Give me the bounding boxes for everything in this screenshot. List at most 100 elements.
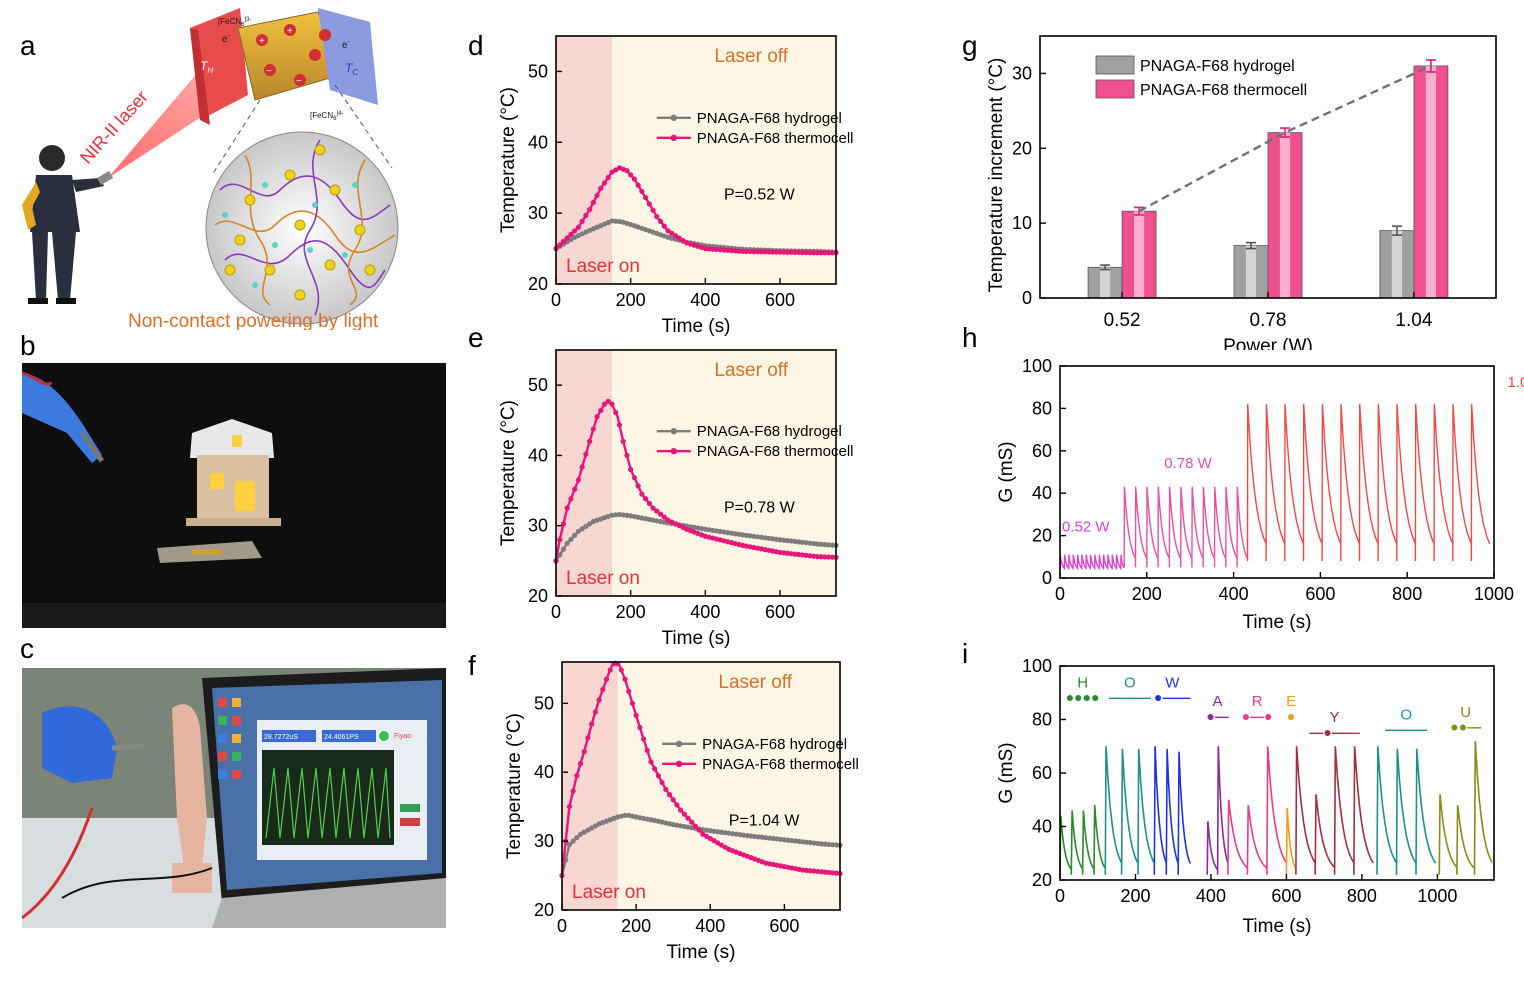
data-point <box>822 541 828 548</box>
data-point <box>721 247 727 253</box>
y-tick-label: 20 <box>528 586 548 606</box>
gloved-hand <box>22 373 102 463</box>
y-tick-label: 20 <box>534 900 554 920</box>
prosthetic-hand <box>172 704 207 868</box>
data-point <box>661 223 667 229</box>
y-tick-label: 30 <box>528 516 548 536</box>
morse-code: ●—— <box>1154 689 1190 705</box>
data-point <box>613 512 619 518</box>
chart-d: 0 200 400 600 20 30 40 50 Time (s) Temperature (°… <box>498 35 854 337</box>
data-point <box>829 842 836 848</box>
data-point <box>572 228 578 234</box>
data-point <box>585 735 591 741</box>
legend-marker <box>670 447 677 455</box>
data-point <box>594 414 600 420</box>
data-point <box>622 812 628 818</box>
data-point <box>811 250 817 256</box>
laser-off-label: Laser off <box>718 672 792 693</box>
morse-letter: A <box>1213 693 1223 710</box>
x-tick-label: 600 <box>769 916 799 936</box>
x-tick-label: 400 <box>690 602 720 622</box>
morse-trace <box>1285 807 1297 875</box>
data-point <box>829 554 835 560</box>
data-point <box>646 500 652 507</box>
data-point <box>766 249 772 255</box>
bar-highlight <box>1133 211 1145 298</box>
data-point <box>575 224 581 230</box>
data-point <box>639 491 645 497</box>
data-point <box>814 250 820 256</box>
data-point <box>560 238 567 245</box>
data-point <box>818 841 825 847</box>
data-point <box>661 514 667 520</box>
data-point <box>769 249 776 255</box>
data-point <box>587 438 593 444</box>
plot-frame <box>1059 365 1495 579</box>
bar-highlight <box>1099 267 1111 298</box>
data-point <box>572 486 578 492</box>
data-point <box>825 554 832 560</box>
data-point <box>650 207 656 213</box>
data-point <box>736 248 742 254</box>
y-axis-label: Temperature increment (°C) <box>986 58 1007 293</box>
data-point <box>637 724 643 731</box>
data-point <box>648 759 654 765</box>
legend-marker <box>670 427 677 435</box>
y-tick-label: 30 <box>528 203 548 223</box>
data-point <box>607 667 613 673</box>
data-point <box>807 250 813 256</box>
data-point <box>631 176 637 182</box>
data-point <box>568 536 574 542</box>
legend-label: PNAGA-F68 hydrogel <box>702 736 847 753</box>
morse-trace <box>1206 746 1229 875</box>
data-point <box>728 247 735 254</box>
th-label: TH <box>200 59 213 75</box>
y-tick-label: 30 <box>1012 63 1032 83</box>
data-point <box>672 233 679 239</box>
data-point <box>596 697 602 703</box>
chart-f: 0 200 400 600 20 30 40 50 Time (s) Temperature (°… <box>504 660 859 963</box>
data-point <box>572 532 578 538</box>
data-point <box>564 540 570 546</box>
x-tick-label: 400 <box>690 290 720 310</box>
chart-h: 0.52 W 0.78 W 1.04 W 0 200 400 600 800 1000 0 20 40… <box>996 356 1524 633</box>
data-point <box>624 168 630 174</box>
data-point <box>639 188 645 195</box>
x-tick-label: 200 <box>1132 584 1162 604</box>
data-point <box>560 546 567 552</box>
data-point <box>654 214 660 220</box>
ion-plus-1: + <box>259 36 265 47</box>
panel-label-e: e <box>468 322 484 353</box>
data-point <box>818 250 824 256</box>
x-tick-label: 0 <box>551 602 561 622</box>
chart-i: H●●●●O———W●—— A●—R●—●E● Y—●——O———U●●—0 200 4… <box>996 656 1495 937</box>
desktop-icons <box>218 698 241 779</box>
schematic-illustration: + + − − TH TC [FeCN6]3- [FeCN6]4- e- e- … <box>22 8 399 330</box>
data-point <box>575 528 581 534</box>
morse-letter: W <box>1165 674 1180 691</box>
data-point <box>583 451 589 457</box>
x-tick-label: 400 <box>1196 886 1226 906</box>
ion-bottom-label: [FeCN6]4- <box>310 111 343 122</box>
data-point <box>643 496 649 502</box>
legend-swatch <box>1095 55 1135 75</box>
data-point <box>609 401 615 407</box>
data-point <box>781 249 787 255</box>
data-point <box>702 245 708 252</box>
morse-code: —●—— <box>1309 724 1359 740</box>
data-point <box>773 249 779 255</box>
data-point <box>655 773 661 779</box>
data-point <box>784 249 791 255</box>
data-point <box>587 207 593 213</box>
data-point <box>570 788 576 794</box>
y-tick-label: 40 <box>528 445 548 465</box>
morse-trace <box>1295 746 1374 875</box>
panel-label-g: g <box>962 30 978 61</box>
trend-line <box>1138 64 1432 213</box>
morse-trace <box>1227 746 1288 875</box>
legend-marker <box>670 134 677 142</box>
data-point <box>575 477 581 483</box>
panel-label-b: b <box>20 330 36 361</box>
data-point <box>609 218 615 224</box>
electron-label-left: e- <box>222 33 231 45</box>
